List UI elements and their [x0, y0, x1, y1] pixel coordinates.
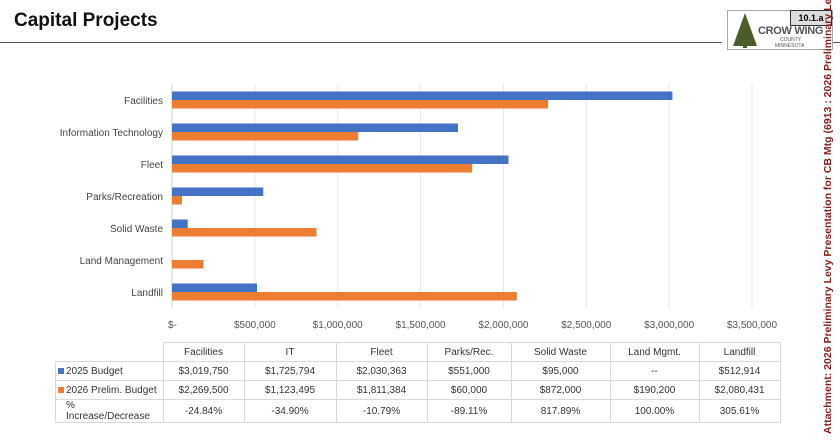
- table-cell: $1,811,384: [335, 380, 428, 400]
- logo-text: MINNESOTA: [775, 43, 805, 49]
- column-header: Parks/Rec.: [426, 342, 512, 362]
- row-label-text: 2026 Prelim. Budget: [66, 384, 157, 396]
- table-row: % Increase/Decrease -24.84% -34.90% -10.79%…: [55, 399, 781, 423]
- agenda-item-badge: 10.1.a: [790, 10, 832, 26]
- row-label: % Increase/Decrease: [55, 399, 164, 423]
- table-cell: 100.00%: [609, 399, 700, 423]
- table-cell: -34.90%: [243, 399, 337, 423]
- category-label: Parks/Recreation: [86, 192, 163, 203]
- row-label: 2026 Prelim. Budget: [55, 380, 164, 400]
- row-label: 2025 Budget: [55, 361, 164, 381]
- table-cell: 817.89%: [510, 399, 611, 423]
- category-label: Facilities: [124, 96, 163, 107]
- logo-text: CROW WING: [758, 25, 824, 37]
- bar-2026: [172, 228, 317, 237]
- column-header: IT: [243, 342, 337, 362]
- table-cell: -89.11%: [426, 399, 512, 423]
- x-tick-label: $3,000,000: [644, 320, 694, 331]
- legend-swatch: [58, 367, 64, 374]
- bar-2026: [172, 100, 549, 109]
- table-cell: --: [609, 361, 700, 381]
- table-row: 2026 Prelim. Budget $2,269,500 $1,123,495 $…: [55, 380, 781, 400]
- x-tick-label: $1,500,000: [396, 320, 446, 331]
- category-label: Fleet: [141, 160, 163, 171]
- table-cell: $190,200: [609, 380, 700, 400]
- divider: [0, 42, 722, 43]
- bar-2025: [172, 283, 257, 292]
- pine-tree-icon: [733, 13, 757, 48]
- logo-text: COUNTY: [780, 37, 802, 43]
- table-cell: $512,914: [698, 361, 781, 381]
- table-cell: $551,000: [426, 361, 512, 381]
- category-label: Landfill: [131, 288, 163, 299]
- category-label: Information Technology: [60, 128, 163, 139]
- bar-2026: [172, 164, 473, 173]
- category-label: Land Management: [80, 256, 164, 267]
- x-tick-label: $3,500,000: [727, 320, 777, 331]
- table-cell: -10.79%: [335, 399, 428, 423]
- table-header-row: Facilities IT Fleet Parks/Rec. Solid Was…: [56, 342, 781, 362]
- table-cell: $3,019,750: [162, 361, 245, 381]
- x-tick-label: $2,000,000: [478, 320, 528, 331]
- bar-2025: [172, 219, 188, 228]
- bar-2026: [172, 260, 204, 269]
- table-cell: $872,000: [510, 380, 611, 400]
- bar-chart: $- $500,000 $1,000,000 $1,500,000 $2,000,000…: [60, 84, 777, 331]
- row-label-text: % Increase/Decrease: [66, 400, 150, 422]
- table-cell: -24.84%: [162, 399, 245, 423]
- category-label: Solid Waste: [110, 224, 163, 235]
- bar-2025: [172, 187, 264, 196]
- bar-2026: [172, 132, 359, 141]
- x-tick-label: $2,500,000: [561, 320, 611, 331]
- column-header: Landfill: [698, 342, 781, 362]
- table-cell: $1,123,495: [243, 380, 337, 400]
- bar-2025: [172, 123, 458, 132]
- x-tick-label: $1,000,000: [313, 320, 363, 331]
- table-row: 2025 Budget $3,019,750 $1,725,794 $2,030,36…: [55, 361, 781, 381]
- table-cell: $60,000: [426, 380, 512, 400]
- data-table: Facilities IT Fleet Parks/Rec. Solid Was…: [55, 342, 781, 423]
- divider: [832, 42, 840, 43]
- legend-swatch: [58, 386, 64, 393]
- column-header: Land Mgmt.: [609, 342, 700, 362]
- table-cell: $2,030,363: [335, 361, 428, 381]
- empty-cell: [56, 343, 164, 362]
- bar-2026: [172, 292, 517, 301]
- table-cell: $2,080,431: [698, 380, 781, 400]
- column-header: Facilities: [162, 342, 245, 362]
- bar-2026: [172, 196, 182, 205]
- bar-2025: [172, 91, 673, 100]
- row-label-text: 2025 Budget: [66, 365, 123, 377]
- table-cell: $95,000: [510, 361, 611, 381]
- bar-2025: [172, 155, 509, 164]
- table-cell: $1,725,794: [243, 361, 337, 381]
- x-tick-label: $500,000: [234, 320, 276, 331]
- table-cell: $2,269,500: [162, 380, 245, 400]
- table-cell: 305.61%: [698, 399, 781, 423]
- page-title: Capital Projects: [14, 10, 158, 31]
- column-header: Solid Waste: [510, 342, 611, 362]
- x-tick-label: $-: [168, 320, 177, 331]
- column-header: Fleet: [335, 342, 428, 362]
